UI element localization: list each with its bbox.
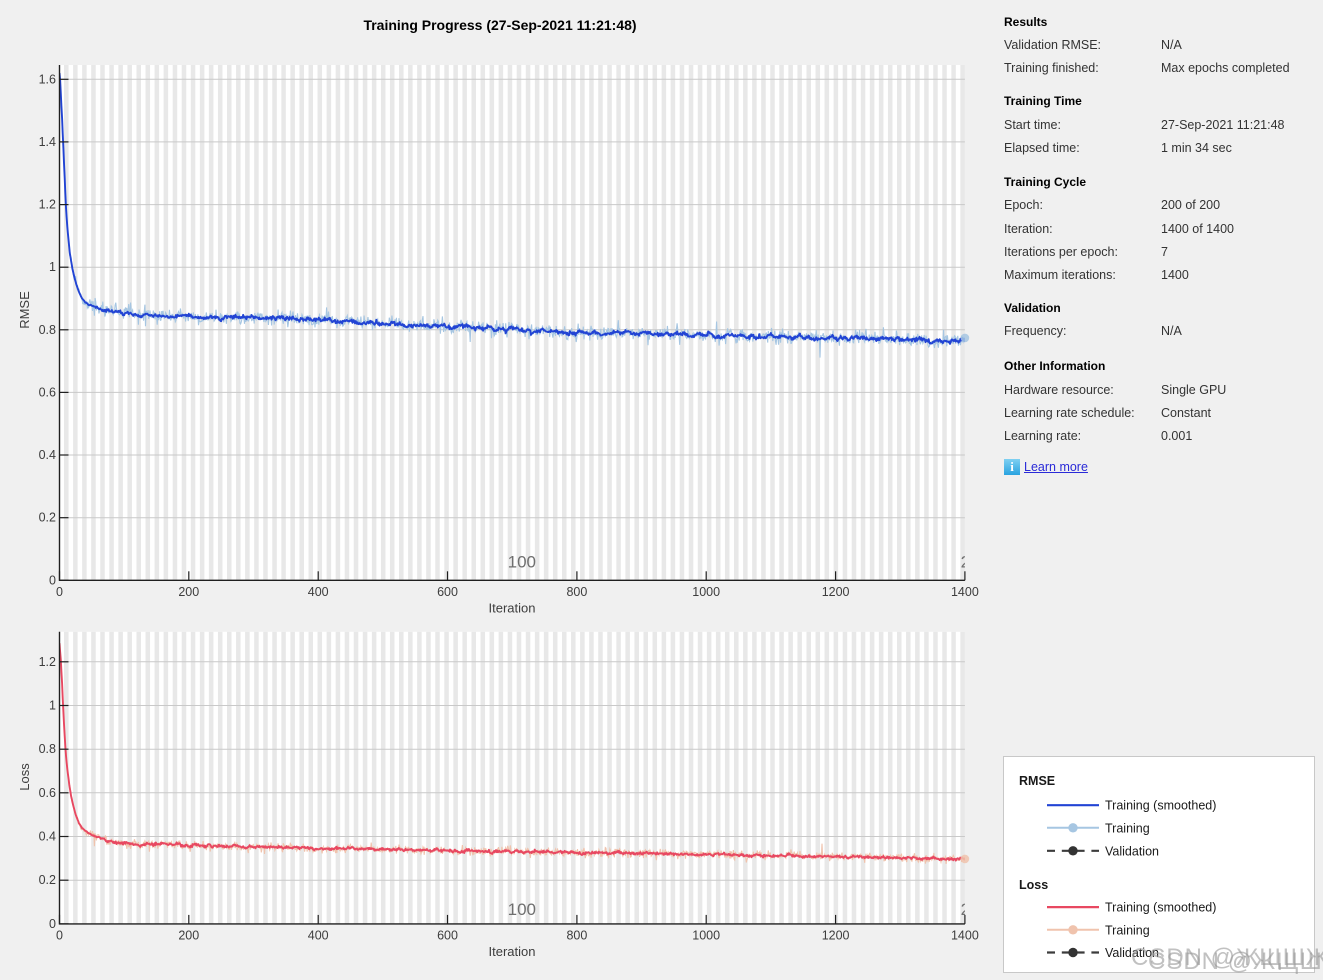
svg-text:0.2: 0.2 <box>39 511 56 525</box>
svg-text:Training: Training <box>1105 923 1150 937</box>
svg-text:200: 200 <box>178 928 199 942</box>
svg-text:0: 0 <box>56 585 63 599</box>
svg-text:Iteration: Iteration <box>489 944 536 959</box>
svg-text:1400: 1400 <box>951 585 979 599</box>
svg-text:RMSE: RMSE <box>1019 774 1055 788</box>
svg-text:Training Progress (27-Sep-2021: Training Progress (27-Sep-2021 11:21:48) <box>363 17 636 33</box>
svg-text:0.4: 0.4 <box>39 448 56 462</box>
svg-text:0.4: 0.4 <box>39 830 56 844</box>
svg-text:1.4: 1.4 <box>39 135 56 149</box>
svg-text:0: 0 <box>49 917 56 931</box>
svg-text:100: 100 <box>508 553 536 572</box>
svg-text:Validation: Validation <box>1105 946 1159 960</box>
svg-text:1.6: 1.6 <box>39 72 56 86</box>
svg-text:1.2: 1.2 <box>39 655 56 669</box>
svg-text:RMSE: RMSE <box>17 291 32 329</box>
svg-text:Training (smoothed): Training (smoothed) <box>1105 901 1216 915</box>
svg-text:800: 800 <box>566 928 587 942</box>
svg-text:200: 200 <box>178 585 199 599</box>
svg-text:Validation: Validation <box>1105 844 1159 858</box>
svg-text:600: 600 <box>437 585 458 599</box>
svg-text:400: 400 <box>308 928 329 942</box>
svg-text:200: 200 <box>961 900 989 919</box>
svg-text:1: 1 <box>49 699 56 713</box>
svg-text:100: 100 <box>508 900 536 919</box>
svg-text:800: 800 <box>566 585 587 599</box>
svg-text:Loss: Loss <box>17 763 32 791</box>
svg-text:0: 0 <box>56 928 63 942</box>
svg-text:1400: 1400 <box>951 928 979 942</box>
svg-text:200: 200 <box>961 553 989 572</box>
svg-text:0.2: 0.2 <box>39 873 56 887</box>
svg-text:1200: 1200 <box>822 928 850 942</box>
svg-text:600: 600 <box>437 928 458 942</box>
svg-text:0.6: 0.6 <box>39 786 56 800</box>
svg-text:1000: 1000 <box>692 928 720 942</box>
svg-text:Loss: Loss <box>1019 878 1048 892</box>
svg-text:1200: 1200 <box>822 585 850 599</box>
svg-text:Training: Training <box>1105 821 1150 835</box>
svg-text:Iteration: Iteration <box>489 601 536 616</box>
svg-text:0.8: 0.8 <box>39 742 56 756</box>
svg-text:400: 400 <box>308 585 329 599</box>
svg-text:Training (smoothed): Training (smoothed) <box>1105 799 1216 813</box>
svg-text:1000: 1000 <box>692 585 720 599</box>
svg-text:1: 1 <box>49 260 56 274</box>
svg-text:0.8: 0.8 <box>39 323 56 337</box>
svg-text:0.6: 0.6 <box>39 385 56 399</box>
svg-text:1.2: 1.2 <box>39 198 56 212</box>
svg-text:0: 0 <box>49 573 56 587</box>
